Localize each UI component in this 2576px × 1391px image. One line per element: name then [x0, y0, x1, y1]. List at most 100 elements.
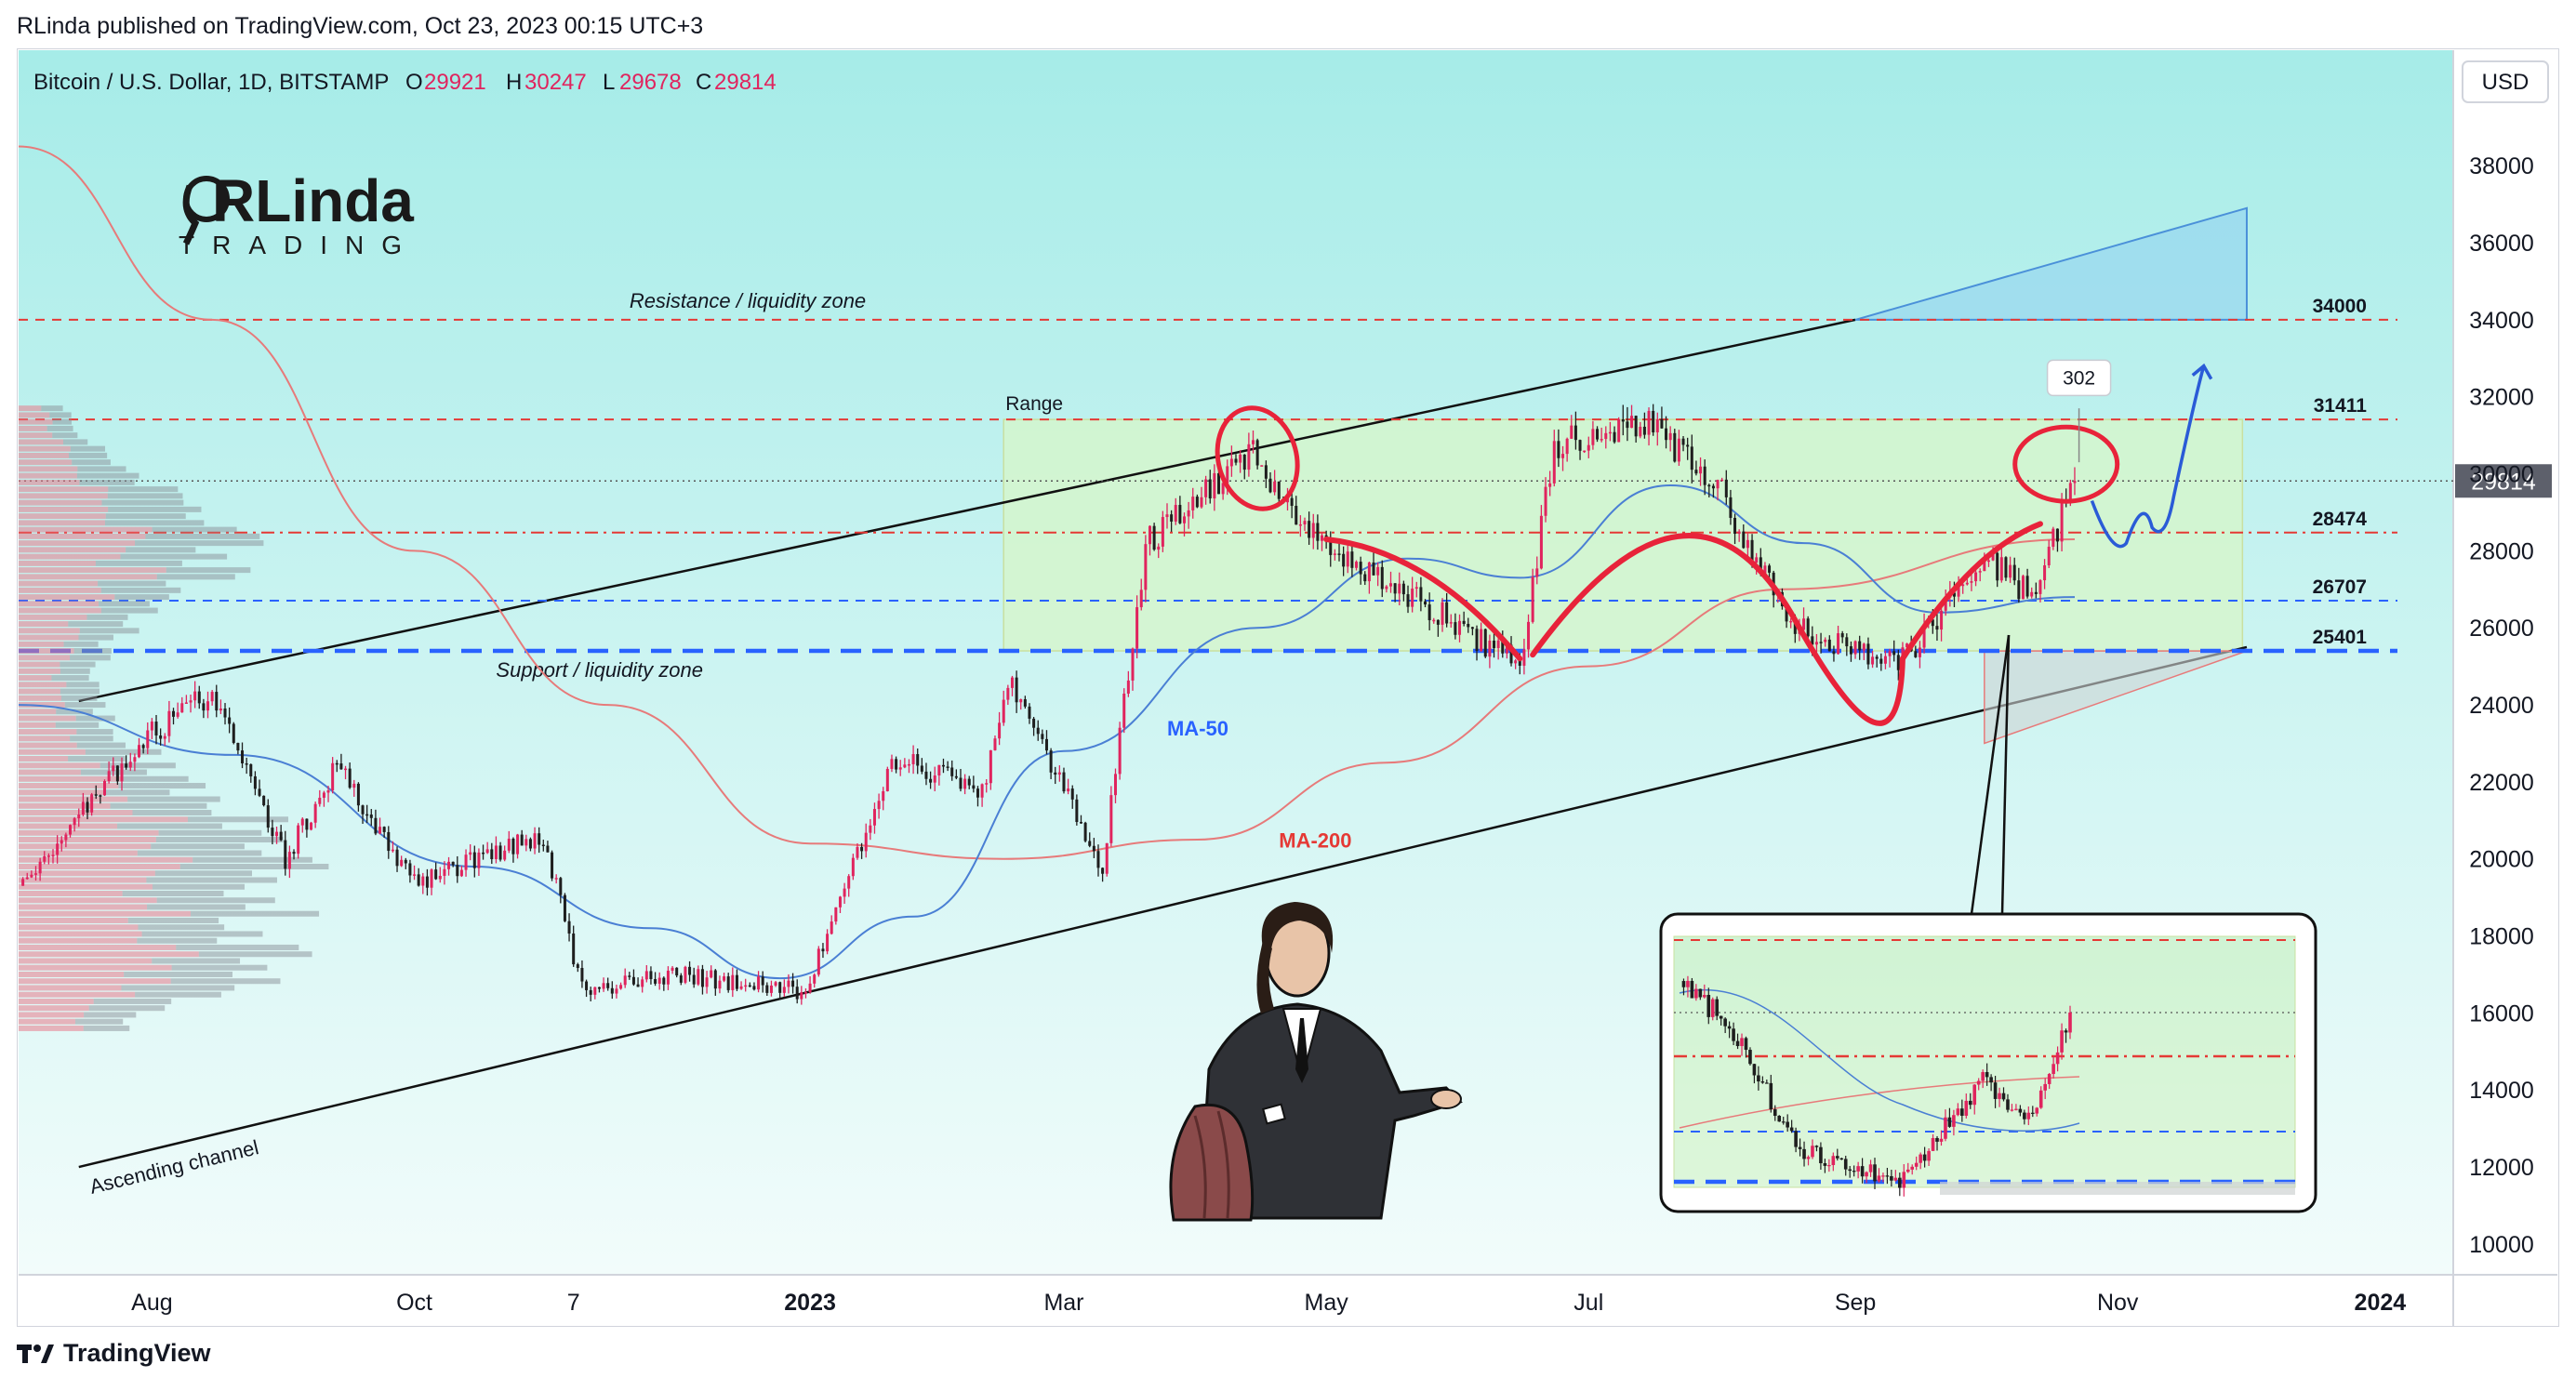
candle-down [675, 967, 679, 976]
candle-up [1126, 680, 1130, 694]
candle-down [223, 709, 227, 718]
red-curve-middle [1530, 533, 1905, 726]
candle-down [1462, 620, 1466, 624]
volume-bar-down [60, 661, 96, 668]
volume-bar-up [19, 843, 152, 850]
ma-50-label: MA-50 [1167, 717, 1228, 740]
candle-up [1647, 410, 1651, 435]
candle-up [38, 861, 42, 874]
candle-up [2060, 501, 2064, 542]
candle-up [1755, 557, 1759, 563]
inset-candle-down [1698, 988, 1703, 998]
candle-down [1879, 658, 1883, 664]
inset-candle-up [1952, 1115, 1956, 1127]
candle-up [180, 703, 184, 713]
inset-candle-down [1757, 1075, 1760, 1082]
y-tick-label: 20000 [2469, 847, 2534, 873]
inset-candle-down [1752, 1064, 1757, 1076]
candle-up [128, 762, 132, 768]
candle-up [1961, 584, 1965, 587]
currency-button[interactable]: USD [2462, 60, 2549, 103]
candle-down [538, 833, 541, 845]
volume-bar-up [19, 675, 52, 682]
candle-up [911, 754, 915, 764]
volume-bar-down [151, 843, 245, 850]
candle-up [503, 850, 507, 860]
candle-up [507, 838, 511, 851]
candle-down [253, 775, 257, 789]
volume-bar-down [146, 877, 277, 883]
volume-bar-down [154, 870, 252, 877]
candle-down [1793, 620, 1797, 634]
volume-bar-up [19, 951, 199, 958]
volume-bar-up [19, 648, 74, 655]
volume-bar-down [70, 735, 113, 742]
candle-up [1888, 651, 1892, 656]
candle-down [1509, 644, 1513, 664]
volume-profile [19, 405, 329, 1031]
x-tick-label: Mar [1043, 1290, 1083, 1316]
inset-candle-down [1873, 1164, 1877, 1182]
candle-up [826, 934, 830, 952]
candle-up [731, 974, 735, 990]
footer-brand[interactable]: TradingView [17, 1339, 211, 1368]
candle-up [378, 827, 382, 834]
candle-up [1376, 566, 1380, 576]
candle-down [1711, 485, 1715, 489]
candle-down [1427, 604, 1431, 621]
candle-down [172, 710, 176, 717]
volume-bar-down [77, 466, 126, 472]
volume-bar-down [152, 526, 237, 533]
candle-down [292, 852, 296, 854]
y-tick-label: 26000 [2469, 616, 2534, 642]
candle-up [167, 710, 171, 736]
candle-down [99, 795, 102, 797]
candle-down [1931, 619, 1934, 627]
candle-up [1737, 531, 1741, 535]
candle-up [864, 832, 868, 852]
volume-bar-up [19, 661, 60, 668]
candle-down [954, 775, 958, 778]
volume-bar-up [19, 958, 153, 964]
candle-up [1441, 602, 1444, 625]
candle-up [800, 992, 803, 1000]
volume-bar-up [19, 729, 77, 735]
candle-up [898, 767, 902, 770]
candle-up [1333, 553, 1336, 555]
inset-candle-up [1893, 1177, 1898, 1181]
volume-bar-up [19, 1012, 85, 1018]
candle-down [1216, 472, 1221, 495]
candle-down [589, 989, 592, 995]
candle-up [1514, 660, 1518, 664]
candle-down [86, 801, 89, 813]
volume-bar-down [103, 789, 170, 796]
candle-down [1337, 553, 1341, 555]
volume-bar-up [19, 837, 156, 843]
x-tick-label: 2024 [2355, 1290, 2407, 1316]
candle-down [713, 970, 717, 989]
volume-bar-down [46, 425, 73, 431]
inset-candle-up [2026, 1112, 2031, 1119]
volume-bar-down [135, 991, 221, 998]
candle-up [2068, 483, 2072, 503]
volume-bar-down [152, 958, 241, 964]
volume-bar-down [121, 775, 189, 782]
candle-down [1501, 640, 1505, 654]
candle-up [1539, 515, 1543, 569]
volume-bar-down [75, 715, 115, 722]
candle-down [1896, 655, 1900, 670]
volume-bar-down [198, 951, 312, 958]
candle-up [882, 790, 885, 801]
volume-bar-up [19, 971, 125, 977]
candle-down [1290, 497, 1294, 507]
candle-down [1088, 841, 1092, 846]
candle-up [993, 738, 997, 750]
candle-up [1367, 562, 1371, 582]
candle-down [1467, 623, 1470, 628]
candle-down [563, 894, 566, 921]
candle-down [356, 783, 360, 806]
candle-down [335, 762, 339, 765]
volume-bar-up [19, 641, 64, 647]
volume-bar-up [19, 756, 69, 762]
